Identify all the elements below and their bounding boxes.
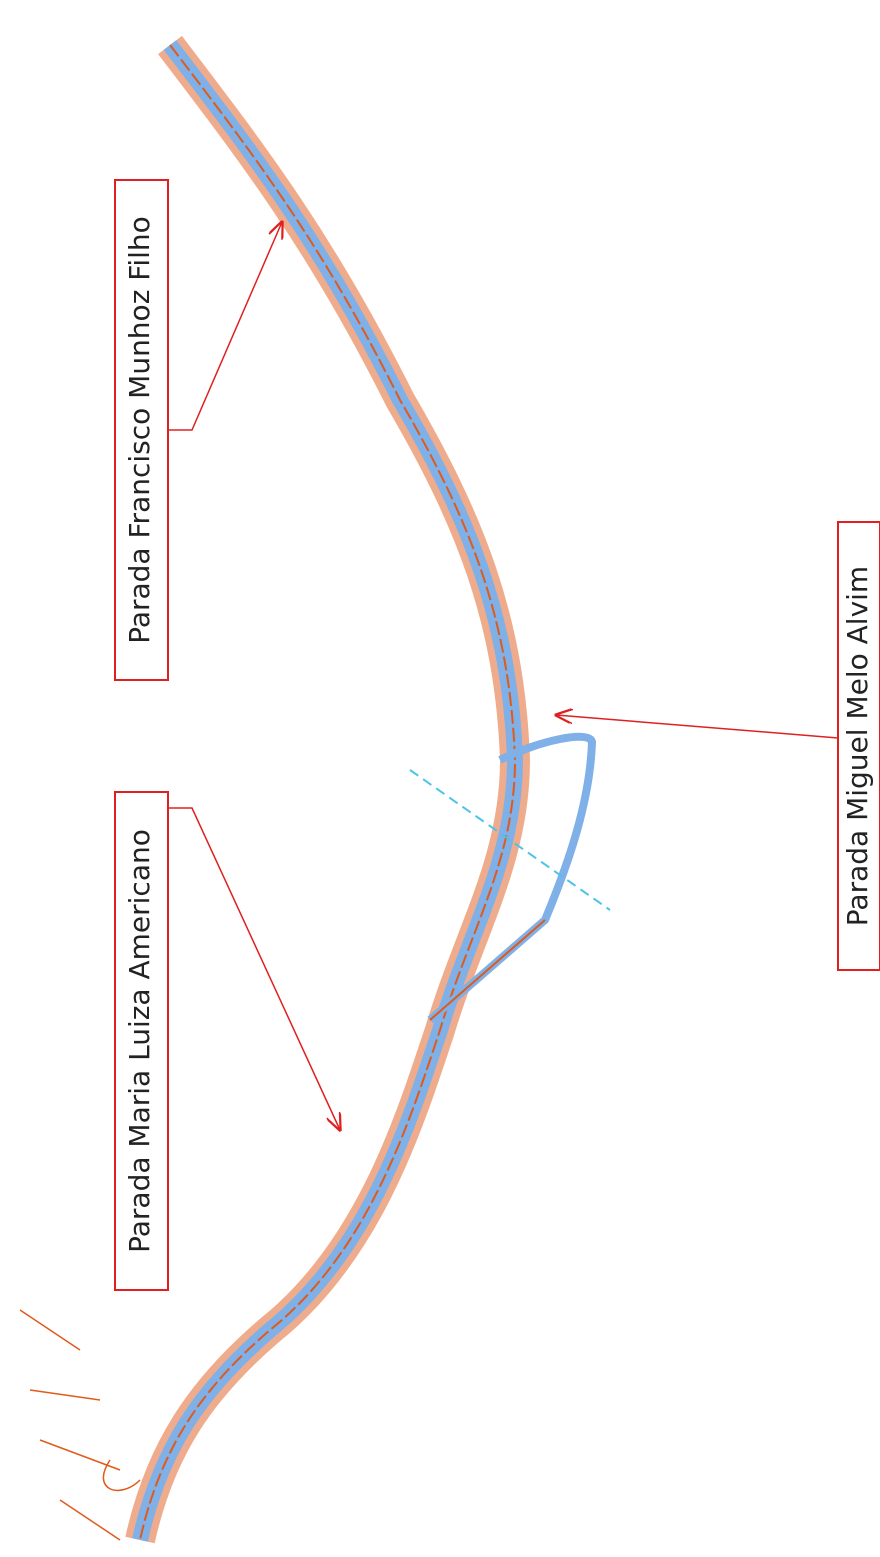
- map: Parada Francisco Munhoz Filho Parada Mar…: [0, 0, 880, 1557]
- road-plan: [20, 45, 610, 1540]
- arrow: [168, 808, 340, 1130]
- arrow: [556, 715, 838, 738]
- label-miguel: Parada Miguel Melo Alvim: [556, 522, 880, 970]
- label-maria: Parada Maria Luiza Americano: [115, 792, 340, 1290]
- stop-label: Parada Miguel Melo Alvim: [841, 566, 874, 926]
- arrow: [168, 222, 282, 430]
- stop-label: Parada Maria Luiza Americano: [123, 829, 156, 1253]
- stop-label: Parada Francisco Munhoz Filho: [123, 216, 156, 644]
- label-francisco: Parada Francisco Munhoz Filho: [115, 180, 282, 680]
